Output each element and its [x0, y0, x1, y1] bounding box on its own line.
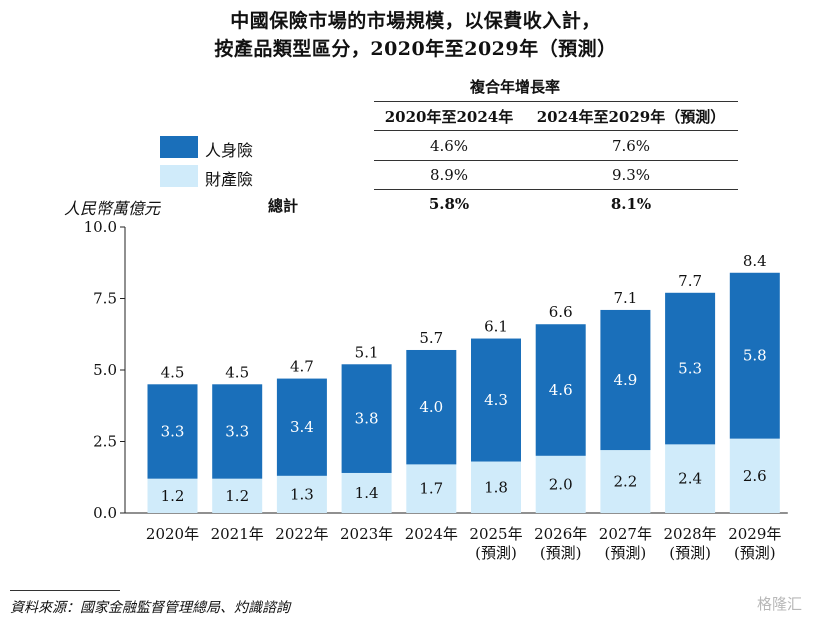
data-label-life: 4.3 — [484, 391, 508, 409]
cagr-life-2024-2029: 7.6% — [611, 137, 651, 155]
bar-life-insurance — [147, 384, 198, 479]
bar-life-insurance — [341, 364, 392, 473]
y-tick-label: 5.0 — [93, 361, 117, 379]
bar-property-insurance — [729, 438, 780, 513]
x-tick-label: (預測) — [605, 544, 647, 562]
bar-property-insurance — [535, 455, 586, 513]
data-label-property: 2.2 — [613, 473, 637, 491]
x-tick-label: 2025年 — [469, 525, 522, 543]
bar-property-insurance — [406, 464, 457, 513]
legend-label-property: 財產險 — [205, 170, 254, 189]
data-label-life: 3.4 — [290, 418, 314, 436]
x-tick-label: 2029年 — [728, 525, 781, 543]
bar-life-insurance — [665, 292, 716, 445]
y-tick-label: 7.5 — [93, 290, 117, 308]
x-tick-label: 2020年 — [146, 525, 199, 543]
x-tick-label: (預測) — [669, 544, 711, 562]
data-label-property: 1.2 — [225, 487, 249, 505]
x-tick-label: 2021年 — [211, 525, 264, 543]
bar-life-insurance — [406, 349, 457, 465]
source-rule — [10, 590, 120, 591]
data-label-property: 1.4 — [355, 484, 379, 502]
data-label-life: 4.6 — [549, 381, 573, 399]
cagr-total-2024-2029: 8.1% — [610, 195, 652, 213]
bar-property-insurance — [341, 472, 392, 513]
cagr-row-rule — [374, 189, 738, 190]
cagr-table-top-rule — [374, 101, 738, 102]
data-label-property: 2.0 — [549, 475, 573, 493]
x-tick-label: (預測) — [475, 544, 517, 562]
data-label-life: 3.8 — [355, 410, 379, 428]
data-label-total: 8.4 — [743, 252, 767, 270]
bar-life-insurance — [471, 338, 521, 462]
x-tick-label: (預測) — [540, 544, 582, 562]
y-tick-label: 10.0 — [84, 218, 117, 236]
x-tick-label: 2027年 — [599, 525, 652, 543]
chart-subtitle: 按產品類型區分，2020年至2029年（預測） — [214, 38, 617, 60]
legend-swatch-property — [160, 165, 198, 187]
data-label-life: 4.9 — [613, 371, 637, 389]
y-tick-label: 2.5 — [93, 433, 117, 451]
cagr-header-2020-2024: 2020年至2024年 — [384, 108, 514, 126]
data-label-life: 3.3 — [225, 422, 249, 440]
data-label-life: 5.8 — [743, 347, 767, 365]
legend-label-life: 人身險 — [205, 141, 254, 160]
bar-life-insurance — [729, 272, 780, 439]
data-label-life: 3.3 — [161, 422, 185, 440]
bar-life-insurance — [535, 324, 586, 456]
bar-life-insurance — [600, 309, 651, 451]
cagr-row-rule — [374, 160, 738, 161]
x-tick-label: 2023年 — [340, 525, 393, 543]
data-label-property: 2.4 — [678, 470, 702, 488]
x-tick-label: (預測) — [734, 544, 776, 562]
legend-swatch-life — [160, 136, 198, 158]
cagr-total-2020-2024: 5.8% — [428, 195, 470, 213]
bar-property-insurance — [471, 461, 521, 513]
data-label-total: 5.7 — [419, 329, 443, 347]
bar-property-insurance — [147, 478, 198, 513]
y-axis-unit-label: 人民幣萬億元 — [64, 199, 161, 218]
data-label-life: 5.3 — [678, 360, 702, 378]
data-label-total: 7.7 — [678, 272, 702, 290]
x-tick-label: 2026年 — [534, 525, 587, 543]
stacked-bar-chart: 0.0 2.5 5.0 7.5 10.0 1.2 3.3 4.5 2020年 1.2 3.3 4.5 2… — [84, 218, 788, 562]
total-row-label: 總計 — [268, 197, 299, 215]
cagr-life-2020-2024: 4.6% — [429, 137, 469, 155]
data-label-total: 7.1 — [613, 289, 637, 307]
cagr-property-2024-2029: 9.3% — [611, 166, 651, 184]
data-label-property: 2.6 — [743, 467, 767, 485]
data-label-total: 4.5 — [161, 363, 185, 381]
cagr-header-2024-2029: 2024年至2029年（預測） — [536, 108, 726, 126]
source-note: 資料來源：國家金融監督管理總局、灼識諮詢 — [10, 600, 290, 616]
data-label-property: 1.2 — [161, 487, 185, 505]
data-label-total: 6.6 — [549, 303, 573, 321]
x-tick-label: 2024年 — [405, 525, 458, 543]
data-label-total: 4.5 — [225, 363, 249, 381]
data-label-property: 1.3 — [290, 485, 314, 503]
data-label-property: 1.7 — [419, 480, 443, 498]
bar-property-insurance — [212, 478, 263, 513]
bar-life-insurance — [212, 384, 263, 479]
data-label-property: 1.8 — [484, 478, 508, 496]
bar-property-insurance — [600, 450, 651, 513]
watermark: 格隆汇 — [757, 595, 803, 613]
data-label-life: 4.0 — [419, 398, 443, 416]
y-tick-label: 0.0 — [93, 504, 117, 522]
x-tick-label: 2028年 — [664, 525, 717, 543]
bar-property-insurance — [665, 444, 716, 513]
cagr-header-rule — [374, 130, 738, 131]
x-tick-label: 2022年 — [275, 525, 328, 543]
bar-life-insurance — [276, 378, 327, 476]
bar-property-insurance — [276, 475, 327, 513]
data-label-total: 5.1 — [355, 343, 379, 361]
chart-title: 中國保險市場的市場規模，以保費收入計， — [230, 10, 601, 32]
cagr-property-2020-2024: 8.9% — [429, 166, 469, 184]
data-label-total: 6.1 — [484, 318, 508, 336]
cagr-table-title: 複合年增長率 — [470, 78, 561, 96]
data-label-total: 4.7 — [290, 358, 314, 376]
